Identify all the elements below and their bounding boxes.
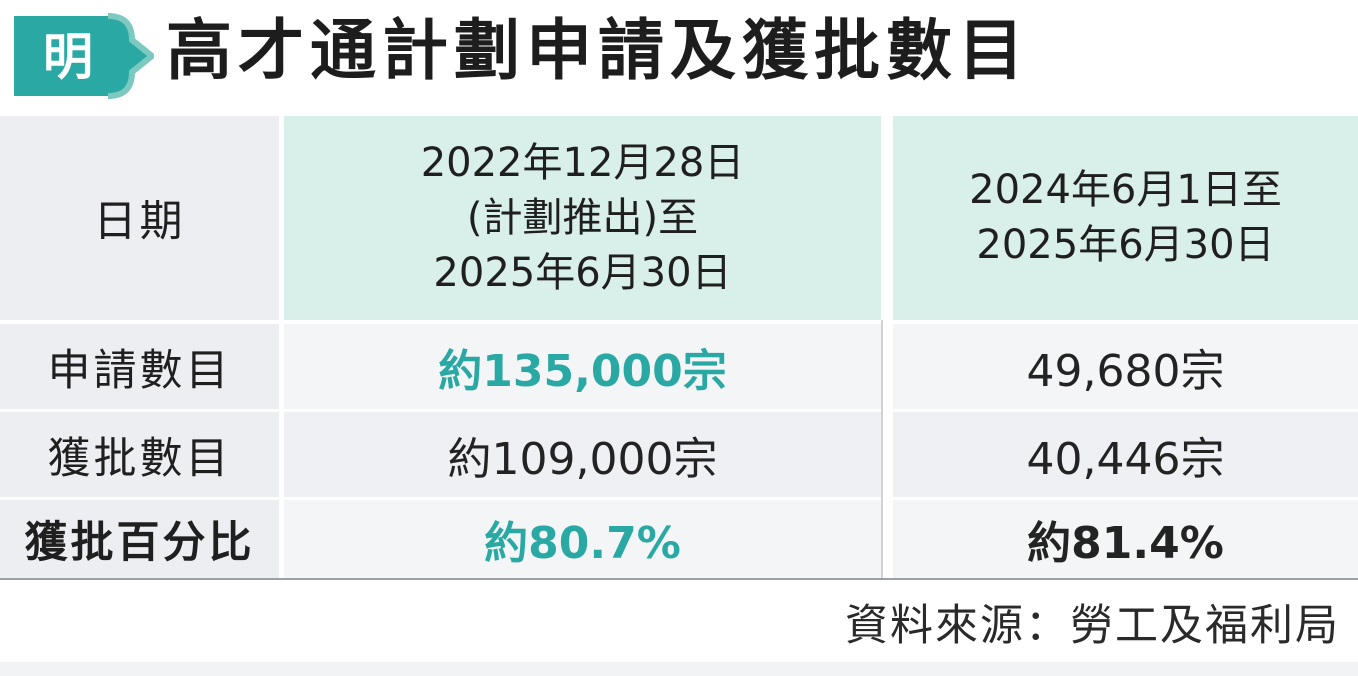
bottom-band: [0, 662, 1358, 676]
ming-pao-logo-icon: 明: [4, 8, 157, 104]
row-col1-cell: 約109,000宗: [284, 412, 881, 497]
header-col2-text: 2024年6月1日至 2025年6月30日: [969, 167, 1282, 268]
row-label: 申請數目: [47, 345, 232, 396]
header-col2-cell: 2024年6月1日至 2025年6月30日: [893, 116, 1358, 320]
row-col2-cell: 約81.4%: [893, 500, 1358, 578]
header-col1-text: 2022年12月28日 (計劃推出)至 2025年6月30日: [420, 139, 745, 296]
header-label: 日期: [93, 197, 186, 247]
header-label-cell: 日期: [0, 116, 279, 320]
approval-rate-total-value: 約80.7%: [484, 518, 681, 569]
table-row: 申請數目 約135,000宗 49,680宗: [0, 324, 1358, 409]
table-bottom-rule: [0, 578, 1358, 580]
approved-total-value: 約109,000宗: [447, 433, 718, 485]
row-col1-cell: 約80.7%: [284, 500, 881, 578]
row-col2-cell: 49,680宗: [893, 324, 1358, 409]
row-label: 獲批百分比: [24, 518, 255, 568]
row-label-cell: 申請數目: [0, 324, 279, 409]
row-col2-cell: 40,446宗: [893, 412, 1358, 497]
page-title: 高才通計劃申請及獲批數目: [166, 12, 1030, 89]
row-label-cell: 獲批數目: [0, 412, 279, 497]
approved-recent-value: 40,446宗: [1026, 433, 1225, 485]
header: 明 高才通計劃申請及獲批數目: [0, 0, 1358, 104]
row-label-cell: 獲批百分比: [0, 500, 279, 578]
header-col1-cell: 2022年12月28日 (計劃推出)至 2025年6月30日: [284, 116, 881, 320]
approval-rate-recent-value: 約81.4%: [1027, 518, 1224, 569]
logo-char: 明: [43, 27, 93, 86]
applications-recent-value: 49,680宗: [1026, 345, 1225, 397]
source-note: 資料來源：勞工及福利局: [845, 601, 1340, 651]
column-divider: [881, 320, 883, 578]
table-row: 獲批數目 約109,000宗 40,446宗: [0, 412, 1358, 497]
row-label: 獲批數目: [47, 433, 232, 484]
applications-total-value: 約135,000宗: [438, 345, 727, 397]
table-header-row: 日期 2022年12月28日 (計劃推出)至 2025年6月30日 2024年6…: [0, 116, 1358, 320]
table-row: 獲批百分比 約80.7% 約81.4%: [0, 500, 1358, 578]
row-col1-cell: 約135,000宗: [284, 324, 881, 409]
